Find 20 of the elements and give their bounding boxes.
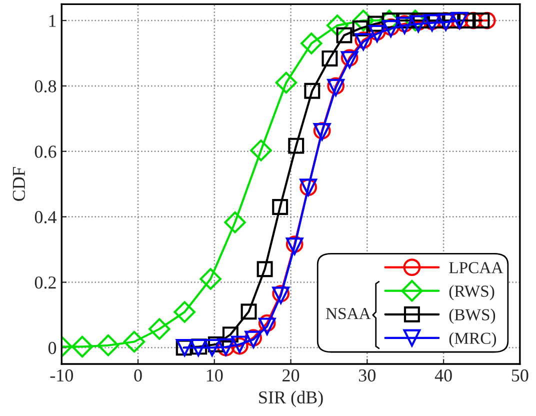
x-tick-label: -10 <box>50 369 73 382</box>
y-tick-label: 0.2 <box>34 276 56 289</box>
x-tick-label: 20 <box>282 369 300 382</box>
x-tick-label: 50 <box>512 369 528 382</box>
y-tick-label: 0.6 <box>34 146 56 158</box>
annotation: NSAA <box>326 308 371 320</box>
legend-label: (BWS) <box>449 308 496 324</box>
x-tick-label: 10 <box>206 369 223 382</box>
y-axis-title: CDF <box>12 167 25 201</box>
x-tick-label: 30 <box>358 369 376 382</box>
legend-label: LPCAA <box>449 262 504 274</box>
y-tick-label: 0 <box>48 342 56 354</box>
x-tick-label: 0 <box>134 369 142 382</box>
legend-label: (RWS) <box>449 285 494 300</box>
y-tick-label: 1 <box>49 14 56 27</box>
x-axis-title: SIR (dB) <box>259 390 323 408</box>
legend-label: (MRC) <box>449 332 496 348</box>
x-tick-label: 40 <box>434 369 452 382</box>
y-tick-label: 0.4 <box>34 211 56 224</box>
y-tick-label: 0.8 <box>34 80 56 92</box>
